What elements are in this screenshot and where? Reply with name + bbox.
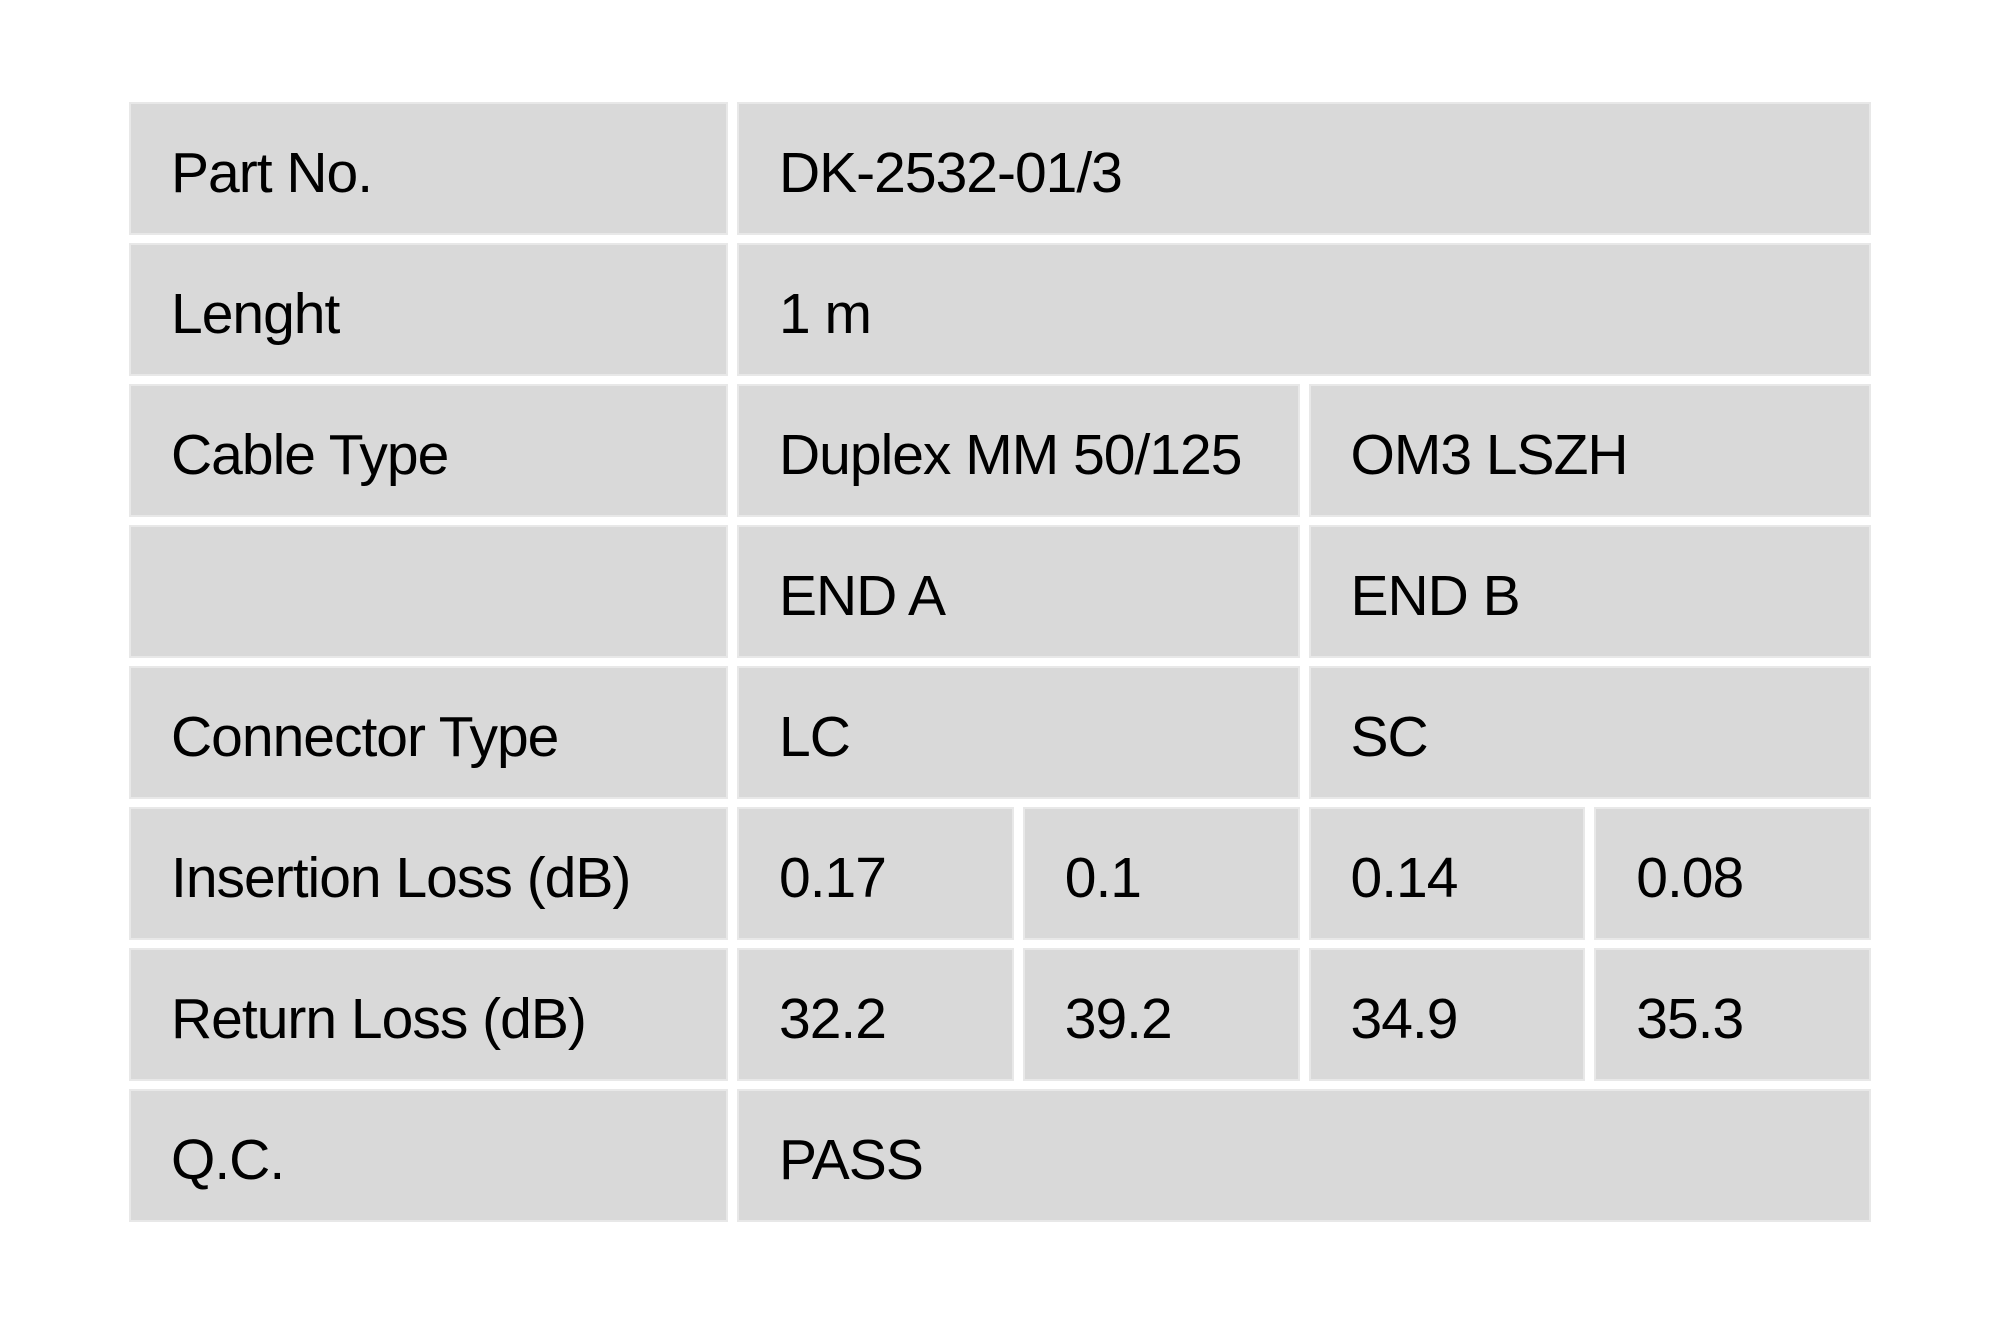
insertion-loss-end-b-fiber2-cell: 0.08 [1594, 807, 1871, 940]
insertion-loss-label-cell: Insertion Loss (dB) [129, 807, 728, 940]
return-loss-end-b-fiber1-cell: 34.9 [1308, 948, 1586, 1081]
connector-type-label-cell: Connector Type [129, 666, 728, 799]
insertion-loss-end-b-fiber1-cell: 0.14 [1308, 807, 1586, 940]
return-loss-end-a-fiber1-cell: 32.2 [737, 948, 1014, 1081]
cable-type-label-cell: Cable Type [129, 384, 728, 517]
insertion-loss-end-a-fiber2-cell: 0.1 [1022, 807, 1300, 940]
cable-type-end-b-cell: OM3 LSZH [1308, 384, 1871, 517]
empty-spacer-cell [129, 525, 728, 658]
insertion-loss-end-a-fiber1-cell: 0.17 [737, 807, 1014, 940]
part-no-value-cell: DK-2532-01/3 [737, 102, 1871, 235]
connector-type-end-b-cell: SC [1308, 666, 1871, 799]
end-a-header-cell: END A [737, 525, 1300, 658]
end-b-header-cell: END B [1308, 525, 1871, 658]
cable-type-end-a-cell: Duplex MM 50/125 [737, 384, 1300, 517]
return-loss-end-b-fiber2-cell: 35.3 [1594, 948, 1871, 1081]
length-value-cell: 1 m [737, 243, 1871, 376]
spec-table: Part No. DK-2532-01/3 Lenght 1 m Cable T… [129, 102, 1871, 1222]
qc-label-cell: Q.C. [129, 1089, 728, 1222]
part-no-label-cell: Part No. [129, 102, 728, 235]
qc-value-cell: PASS [737, 1089, 1871, 1222]
length-label-cell: Lenght [129, 243, 728, 376]
return-loss-label-cell: Return Loss (dB) [129, 948, 728, 1081]
return-loss-end-a-fiber2-cell: 39.2 [1022, 948, 1300, 1081]
connector-type-end-a-cell: LC [737, 666, 1300, 799]
